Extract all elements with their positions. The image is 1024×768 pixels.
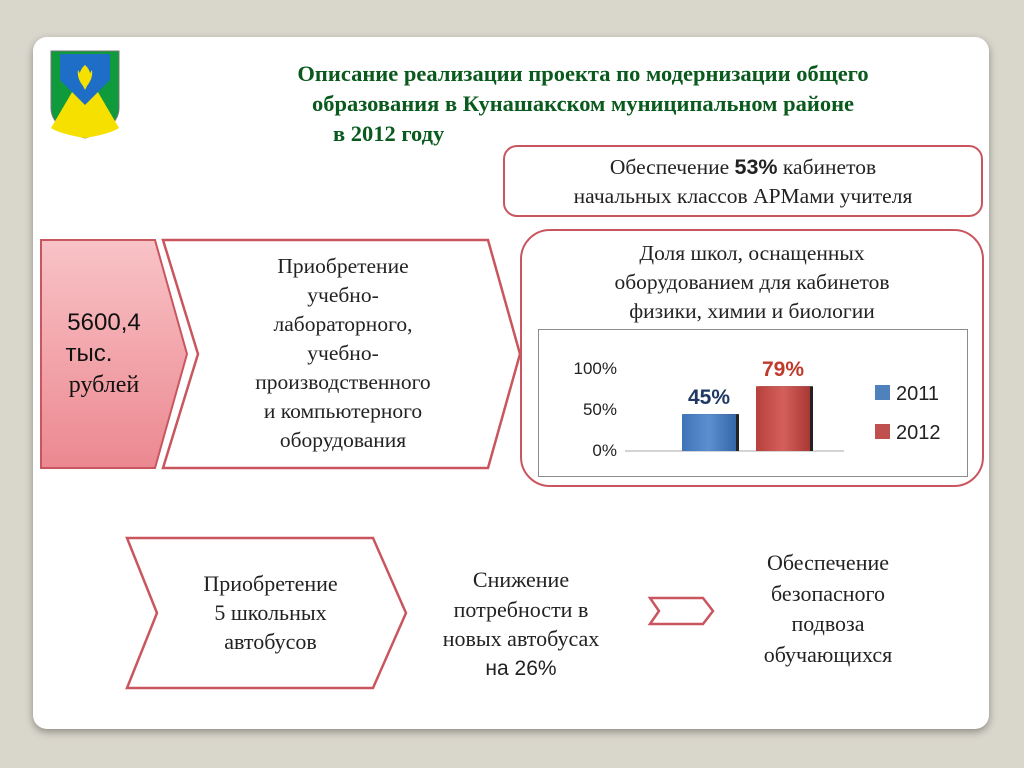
bar-2011 xyxy=(682,414,736,451)
safety-line-3: подвоза xyxy=(791,611,865,636)
bar-2012 xyxy=(756,386,810,451)
buses-text: Приобретение 5 школьных автобусов xyxy=(168,569,373,656)
safety-line-1: Обеспечение xyxy=(767,550,889,575)
share-caption-line-2: оборудованием для кабинетов xyxy=(614,270,890,294)
legend-label-2012: 2012 xyxy=(896,422,941,444)
bars-group: 45% 79% xyxy=(682,358,813,451)
coat-of-arms-icon xyxy=(50,50,120,139)
budget-amount: 5600,4 тыс. рублей xyxy=(45,307,163,401)
budget-shape xyxy=(40,239,189,469)
equipment-share-chart: 100% 50% 0% 45% 79% 2011 2012 xyxy=(538,329,968,477)
acquisition-line-4: учебно- xyxy=(307,341,379,365)
safety-line-2: безопасного xyxy=(770,580,886,606)
acquisition-shape xyxy=(161,238,522,470)
y-tick-0: 0% xyxy=(592,441,617,460)
reduction-text: Снижение потребности в новых автобусах н… xyxy=(405,565,637,683)
budget-unit: тыс. xyxy=(65,340,113,367)
share-caption-line-1: Доля школ, оснащенных xyxy=(639,241,865,265)
budget-value: 5600,4 xyxy=(67,309,141,336)
legend-swatch-2011 xyxy=(875,385,890,400)
buses-line-3: автобусов xyxy=(224,629,317,654)
arm-text-post: кабинетов xyxy=(777,155,877,179)
arrow-right-icon xyxy=(647,596,715,626)
reduction-line-4: на 26% xyxy=(485,656,557,680)
y-tick-100: 100% xyxy=(574,359,617,378)
title-line-2: образования в Кунашакском муниципальном … xyxy=(311,91,855,116)
reduction-line-2: потребности в xyxy=(453,596,589,622)
buses-line-1: Приобретение xyxy=(203,571,338,596)
safety-line-4: обучающихся xyxy=(763,641,893,667)
data-label-2011: 45% xyxy=(688,386,730,409)
slide: Описание реализации проекта по модерниза… xyxy=(33,37,989,729)
buses-shape xyxy=(125,536,408,690)
title-line-3: в 2012 году xyxy=(333,121,445,146)
acquisition-line-7: оборудования xyxy=(279,428,407,452)
title-line-1: Описание реализации проекта по модерниза… xyxy=(297,61,869,86)
arm-text-pre: Обеспечение xyxy=(609,155,735,179)
arm-text-line2: начальных классов АРМами учителя xyxy=(573,184,913,208)
acquisition-line-2: учебно- xyxy=(307,283,379,307)
data-label-2012: 79% xyxy=(762,358,804,381)
reduction-line-1: Снижение xyxy=(472,567,570,592)
reduction-line-3: новых автобусах xyxy=(442,626,600,651)
acquisition-line-1: Приобретение xyxy=(277,254,409,278)
acquisition-line-3: лабораторного, xyxy=(273,312,413,336)
acquisition-line-6: и компьютерного xyxy=(263,399,423,423)
acquisition-text: Приобретение учебно- лабораторного, учеб… xyxy=(208,252,478,455)
legend-label-2011: 2011 xyxy=(896,383,939,405)
page-title: Описание реализации проекта по модерниза… xyxy=(183,59,983,149)
budget-currency: рублей xyxy=(68,372,140,398)
safety-text: Обеспечение безопасного подвоза обучающи… xyxy=(723,548,933,670)
legend-swatch-2012 xyxy=(875,424,890,439)
arm-provision-box: Обеспечение 53% кабинетов начальных клас… xyxy=(503,145,983,217)
arm-percent: 53% xyxy=(734,155,778,179)
share-caption: Доля школ, оснащенных оборудованием для … xyxy=(525,239,979,326)
acquisition-line-5: производственного xyxy=(255,370,431,394)
share-caption-line-3: физики, химии и биологии xyxy=(629,299,875,323)
buses-line-2: 5 школьных xyxy=(214,600,327,625)
y-tick-50: 50% xyxy=(583,400,617,419)
